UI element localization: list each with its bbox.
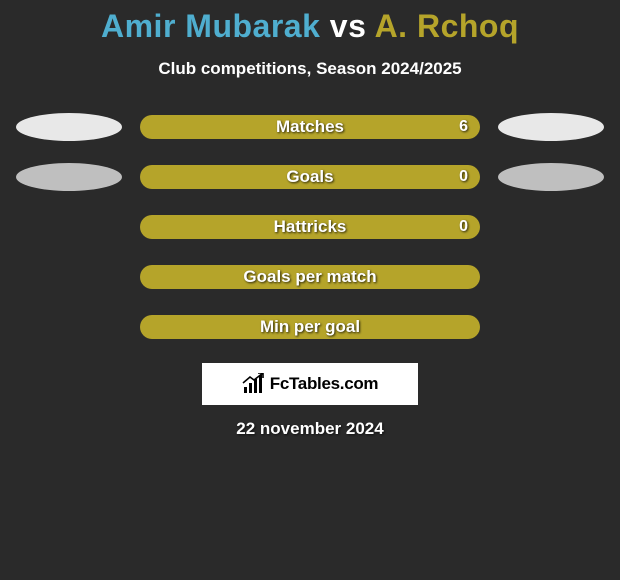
ellipse-left bbox=[16, 113, 122, 141]
stat-bar: Goals per match bbox=[140, 265, 480, 289]
stat-value-right: 0 bbox=[459, 168, 468, 186]
stat-row: Goals per match bbox=[0, 263, 620, 291]
stat-row: Matches 6 bbox=[0, 113, 620, 141]
ellipse-spacer bbox=[498, 263, 604, 291]
ellipse-spacer bbox=[16, 263, 122, 291]
subtitle: Club competitions, Season 2024/2025 bbox=[0, 59, 620, 79]
player1-name: Amir Mubarak bbox=[101, 8, 320, 44]
stat-value-right: 6 bbox=[459, 118, 468, 136]
stat-value-right: 0 bbox=[459, 218, 468, 236]
stat-row: Hattricks 0 bbox=[0, 213, 620, 241]
ellipse-spacer bbox=[498, 313, 604, 341]
stat-bar: Min per goal bbox=[140, 315, 480, 339]
stat-label: Goals bbox=[286, 167, 333, 187]
stat-label: Hattricks bbox=[274, 217, 347, 237]
ellipse-right bbox=[498, 113, 604, 141]
date-text: 22 november 2024 bbox=[0, 419, 620, 439]
stat-bar: Goals 0 bbox=[140, 165, 480, 189]
ellipse-spacer bbox=[16, 313, 122, 341]
stat-bar: Matches 6 bbox=[140, 115, 480, 139]
comparison-card: Amir Mubarak vs A. Rchoq Club competitio… bbox=[0, 0, 620, 439]
stat-row: Goals 0 bbox=[0, 163, 620, 191]
ellipse-spacer bbox=[16, 213, 122, 241]
stat-bar: Hattricks 0 bbox=[140, 215, 480, 239]
logo-box: FcTables.com bbox=[202, 363, 418, 405]
stat-label: Matches bbox=[276, 117, 344, 137]
logo-text: FcTables.com bbox=[270, 374, 379, 394]
stat-label: Goals per match bbox=[243, 267, 376, 287]
ellipse-left bbox=[16, 163, 122, 191]
player2-name: A. Rchoq bbox=[375, 8, 519, 44]
ellipse-right bbox=[498, 163, 604, 191]
vs-text: vs bbox=[330, 8, 367, 44]
ellipse-spacer bbox=[498, 213, 604, 241]
logo-chart-icon bbox=[242, 375, 264, 393]
stat-row: Min per goal bbox=[0, 313, 620, 341]
stat-label: Min per goal bbox=[260, 317, 360, 337]
stat-rows: Matches 6 Goals 0 Hattricks 0 Goals per match M… bbox=[0, 113, 620, 341]
page-title: Amir Mubarak vs A. Rchoq bbox=[0, 8, 620, 45]
